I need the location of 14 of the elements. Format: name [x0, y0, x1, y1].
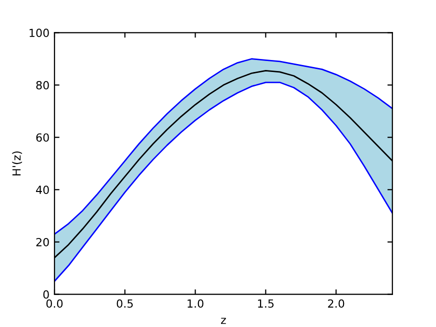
- y-tick-label: 60: [36, 133, 49, 142]
- x-axis-title: z: [221, 318, 226, 324]
- y-tick-label: 20: [36, 238, 49, 246]
- y-tick-label: 0: [43, 290, 49, 299]
- line-series: [54, 58, 392, 235]
- y-tick-label: 100: [30, 28, 49, 38]
- x-tick-label: 0.0: [46, 299, 63, 308]
- x-tick-label: 1.0: [188, 299, 204, 308]
- y-tick-label: 40: [36, 186, 49, 194]
- x-tick-label: 2.0: [328, 299, 344, 308]
- y-axis-title: H'(z): [12, 152, 22, 176]
- x-tick-label: 1.5: [258, 300, 274, 308]
- y-tick-label: 80: [36, 80, 49, 90]
- x-tick-label: 0.5: [116, 299, 133, 308]
